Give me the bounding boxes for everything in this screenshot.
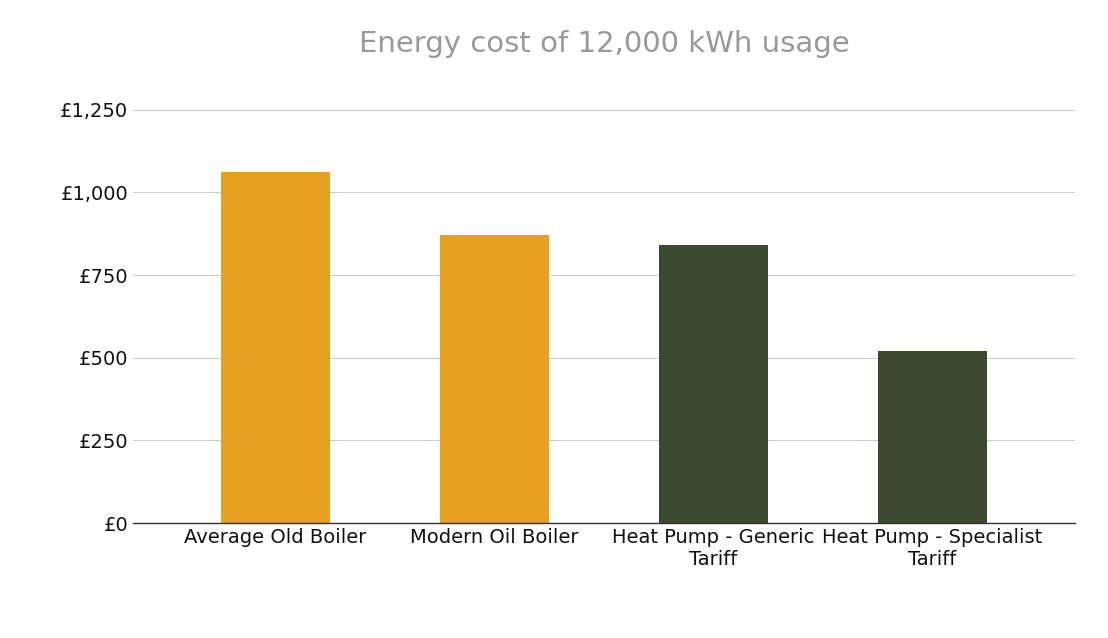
- Title: Energy cost of 12,000 kWh usage: Energy cost of 12,000 kWh usage: [359, 29, 849, 57]
- Bar: [878, 351, 987, 523]
- Bar: [220, 172, 330, 523]
- Bar: [658, 245, 768, 523]
- Bar: [440, 235, 550, 523]
